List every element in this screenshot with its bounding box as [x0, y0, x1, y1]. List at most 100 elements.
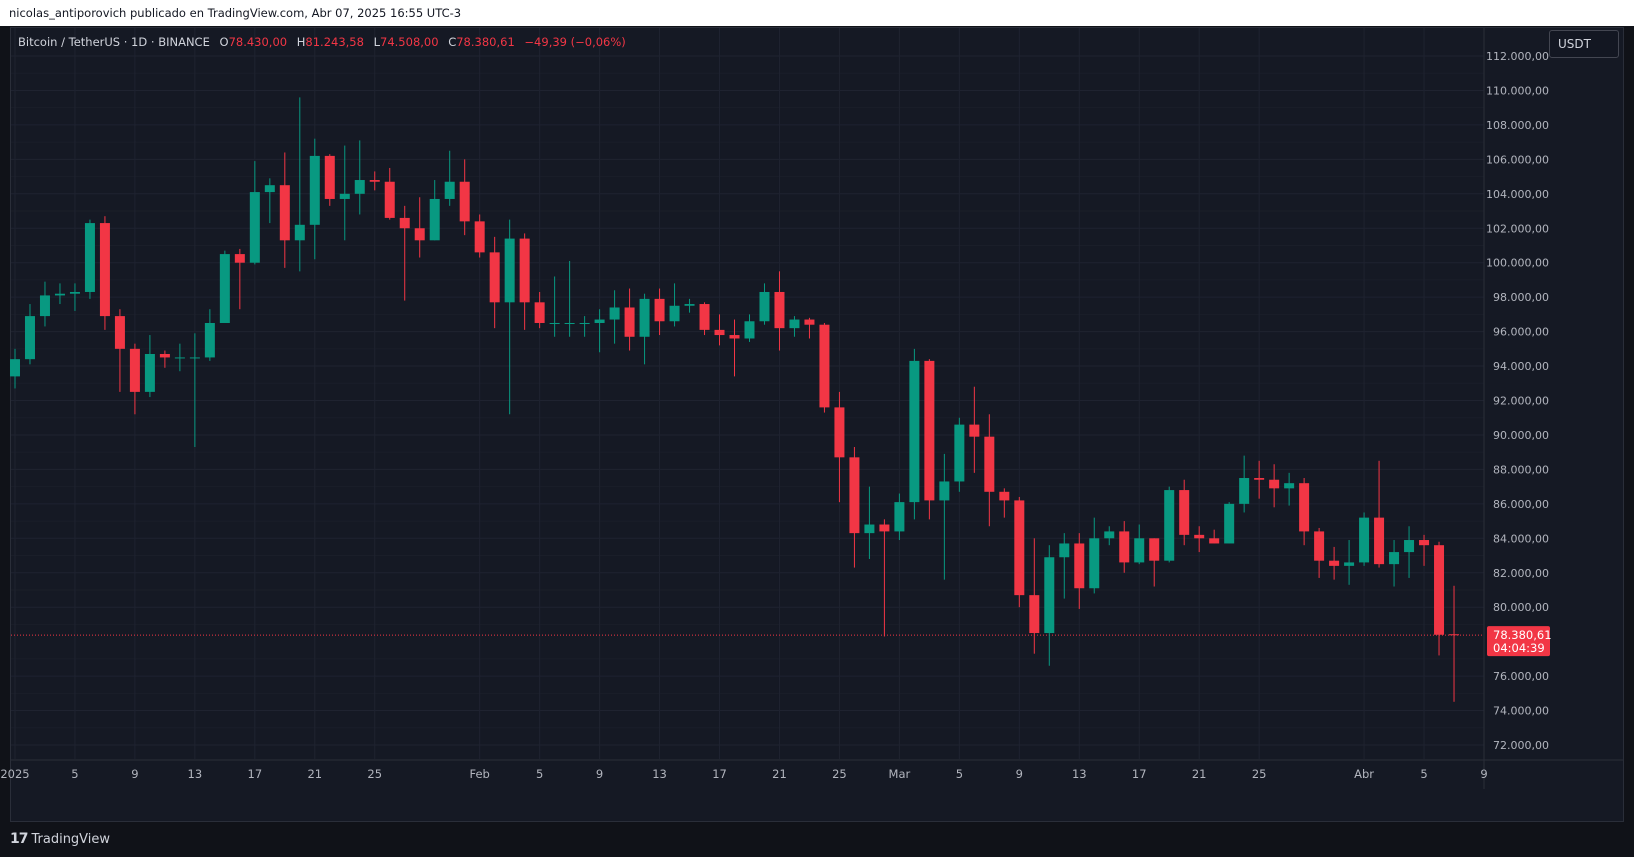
price-tick-label: 106.000,00 — [1486, 153, 1549, 166]
candle-body — [129, 348, 140, 392]
price-tick-label: 110.000,00 — [1486, 84, 1549, 97]
candle-body — [1089, 538, 1100, 589]
candle-body — [1299, 483, 1310, 532]
price-tick-label: 82.000,00 — [1493, 567, 1549, 580]
time-tick-label: 21 — [772, 767, 787, 781]
candle-body — [159, 353, 170, 358]
candle-body — [69, 291, 80, 294]
candle-body — [1269, 479, 1280, 489]
time-tick-label: 9 — [1016, 767, 1023, 781]
price-tick-label: 90.000,00 — [1493, 429, 1549, 442]
candle-body — [279, 185, 290, 241]
low-value: 74.508,00 — [380, 35, 439, 49]
candle-body — [714, 329, 725, 336]
price-axis: 112.000,00 110.000,00 108.000,00 106.000,00… — [1486, 50, 1549, 752]
tradingview-brand[interactable]: 17 TradingView — [10, 828, 110, 850]
candle-body — [324, 155, 335, 199]
candle-body — [1314, 531, 1325, 561]
candle-body — [264, 185, 275, 193]
candle-body — [984, 436, 995, 492]
time-tick-label: 5 — [536, 767, 543, 781]
candle-body — [999, 491, 1010, 501]
candle-body — [579, 322, 590, 324]
time-tick-label: Abr — [1354, 767, 1374, 781]
candle-body — [1389, 552, 1400, 565]
candle-body — [669, 305, 680, 322]
time-tick-label: 25 — [367, 767, 382, 781]
candle-body — [114, 316, 125, 349]
time-tick-label: 13 — [652, 767, 667, 781]
time-tick-label: 17 — [1132, 767, 1147, 781]
candle-body — [1164, 490, 1175, 561]
time-tick-label: 21 — [307, 767, 322, 781]
candle-body — [99, 223, 110, 317]
candle-body — [639, 298, 650, 337]
candle-body — [1329, 560, 1340, 566]
candle-body — [969, 424, 980, 437]
price-tick-label: 94.000,00 — [1493, 360, 1549, 373]
open-label: O — [219, 35, 229, 49]
candle-body — [309, 155, 320, 225]
candle-body — [369, 180, 380, 182]
price-tick-label: 86.000,00 — [1493, 498, 1549, 511]
time-tick-label: 25 — [832, 767, 847, 781]
candle-body — [729, 335, 740, 339]
candle-body — [384, 181, 395, 218]
candle-body — [354, 180, 365, 194]
candle-body — [849, 457, 860, 534]
candle-countdown: 04:04:39 — [1493, 641, 1545, 655]
time-tick-label: 5 — [1420, 767, 1427, 781]
brand-name: TradingView — [31, 831, 111, 847]
candle-body — [939, 481, 950, 501]
candle-body — [819, 324, 830, 408]
price-tick-label: 76.000,00 — [1493, 670, 1549, 683]
time-tick-label: 25 — [1252, 767, 1267, 781]
candle-body — [219, 254, 230, 323]
symbol-title: Bitcoin / TetherUS · 1D · BINANCE — [18, 35, 210, 49]
currency-button[interactable]: USDT — [1549, 30, 1619, 58]
price-tick-label: 88.000,00 — [1493, 463, 1549, 476]
candle-body — [879, 524, 890, 532]
time-tick-label: 5 — [956, 767, 963, 781]
candle-body — [429, 198, 440, 241]
close-label: C — [448, 35, 457, 49]
candle-body — [1134, 538, 1145, 563]
candle-body — [444, 181, 455, 199]
price-tick-label: 80.000,00 — [1493, 601, 1549, 614]
grid-lines — [11, 28, 1623, 789]
time-tick-label: 9 — [1480, 767, 1487, 781]
candle-body — [549, 322, 560, 324]
candle-body — [1179, 490, 1190, 535]
candle-body — [1359, 517, 1370, 563]
candle-body — [1029, 595, 1040, 634]
candle-body — [1074, 543, 1085, 589]
candle-body — [1344, 562, 1355, 566]
candle-body — [1449, 634, 1460, 636]
high-value: 81.243,58 — [305, 35, 364, 49]
time-tick-label: 13 — [1072, 767, 1087, 781]
tradingview-logo-icon: 17 — [10, 831, 29, 847]
publisher-text: nicolas_antiporovich publicado en Tradin… — [9, 6, 462, 20]
candle-body — [654, 298, 665, 322]
candles — [9, 97, 1460, 702]
candle-body — [189, 357, 200, 359]
candle-body — [39, 295, 50, 317]
close-value: 78.380,61 — [456, 35, 515, 49]
open-value: 78.430,00 — [228, 35, 288, 49]
candle-body — [294, 224, 305, 241]
candle-body — [909, 360, 920, 503]
candle-body — [864, 524, 875, 534]
candle-body — [84, 223, 95, 292]
price-tick-label: 100.000,00 — [1486, 257, 1549, 270]
candle-body — [1284, 483, 1295, 489]
price-tick-label: 108.000,00 — [1486, 119, 1549, 132]
candle-body — [504, 238, 515, 303]
candle-body — [54, 293, 65, 296]
candle-body — [399, 217, 410, 229]
candle-body — [684, 304, 695, 306]
candle-body — [1239, 478, 1250, 504]
price-tick-label: 84.000,00 — [1493, 532, 1549, 545]
time-tick-label: Feb — [469, 767, 489, 781]
candle-body — [1224, 503, 1235, 544]
